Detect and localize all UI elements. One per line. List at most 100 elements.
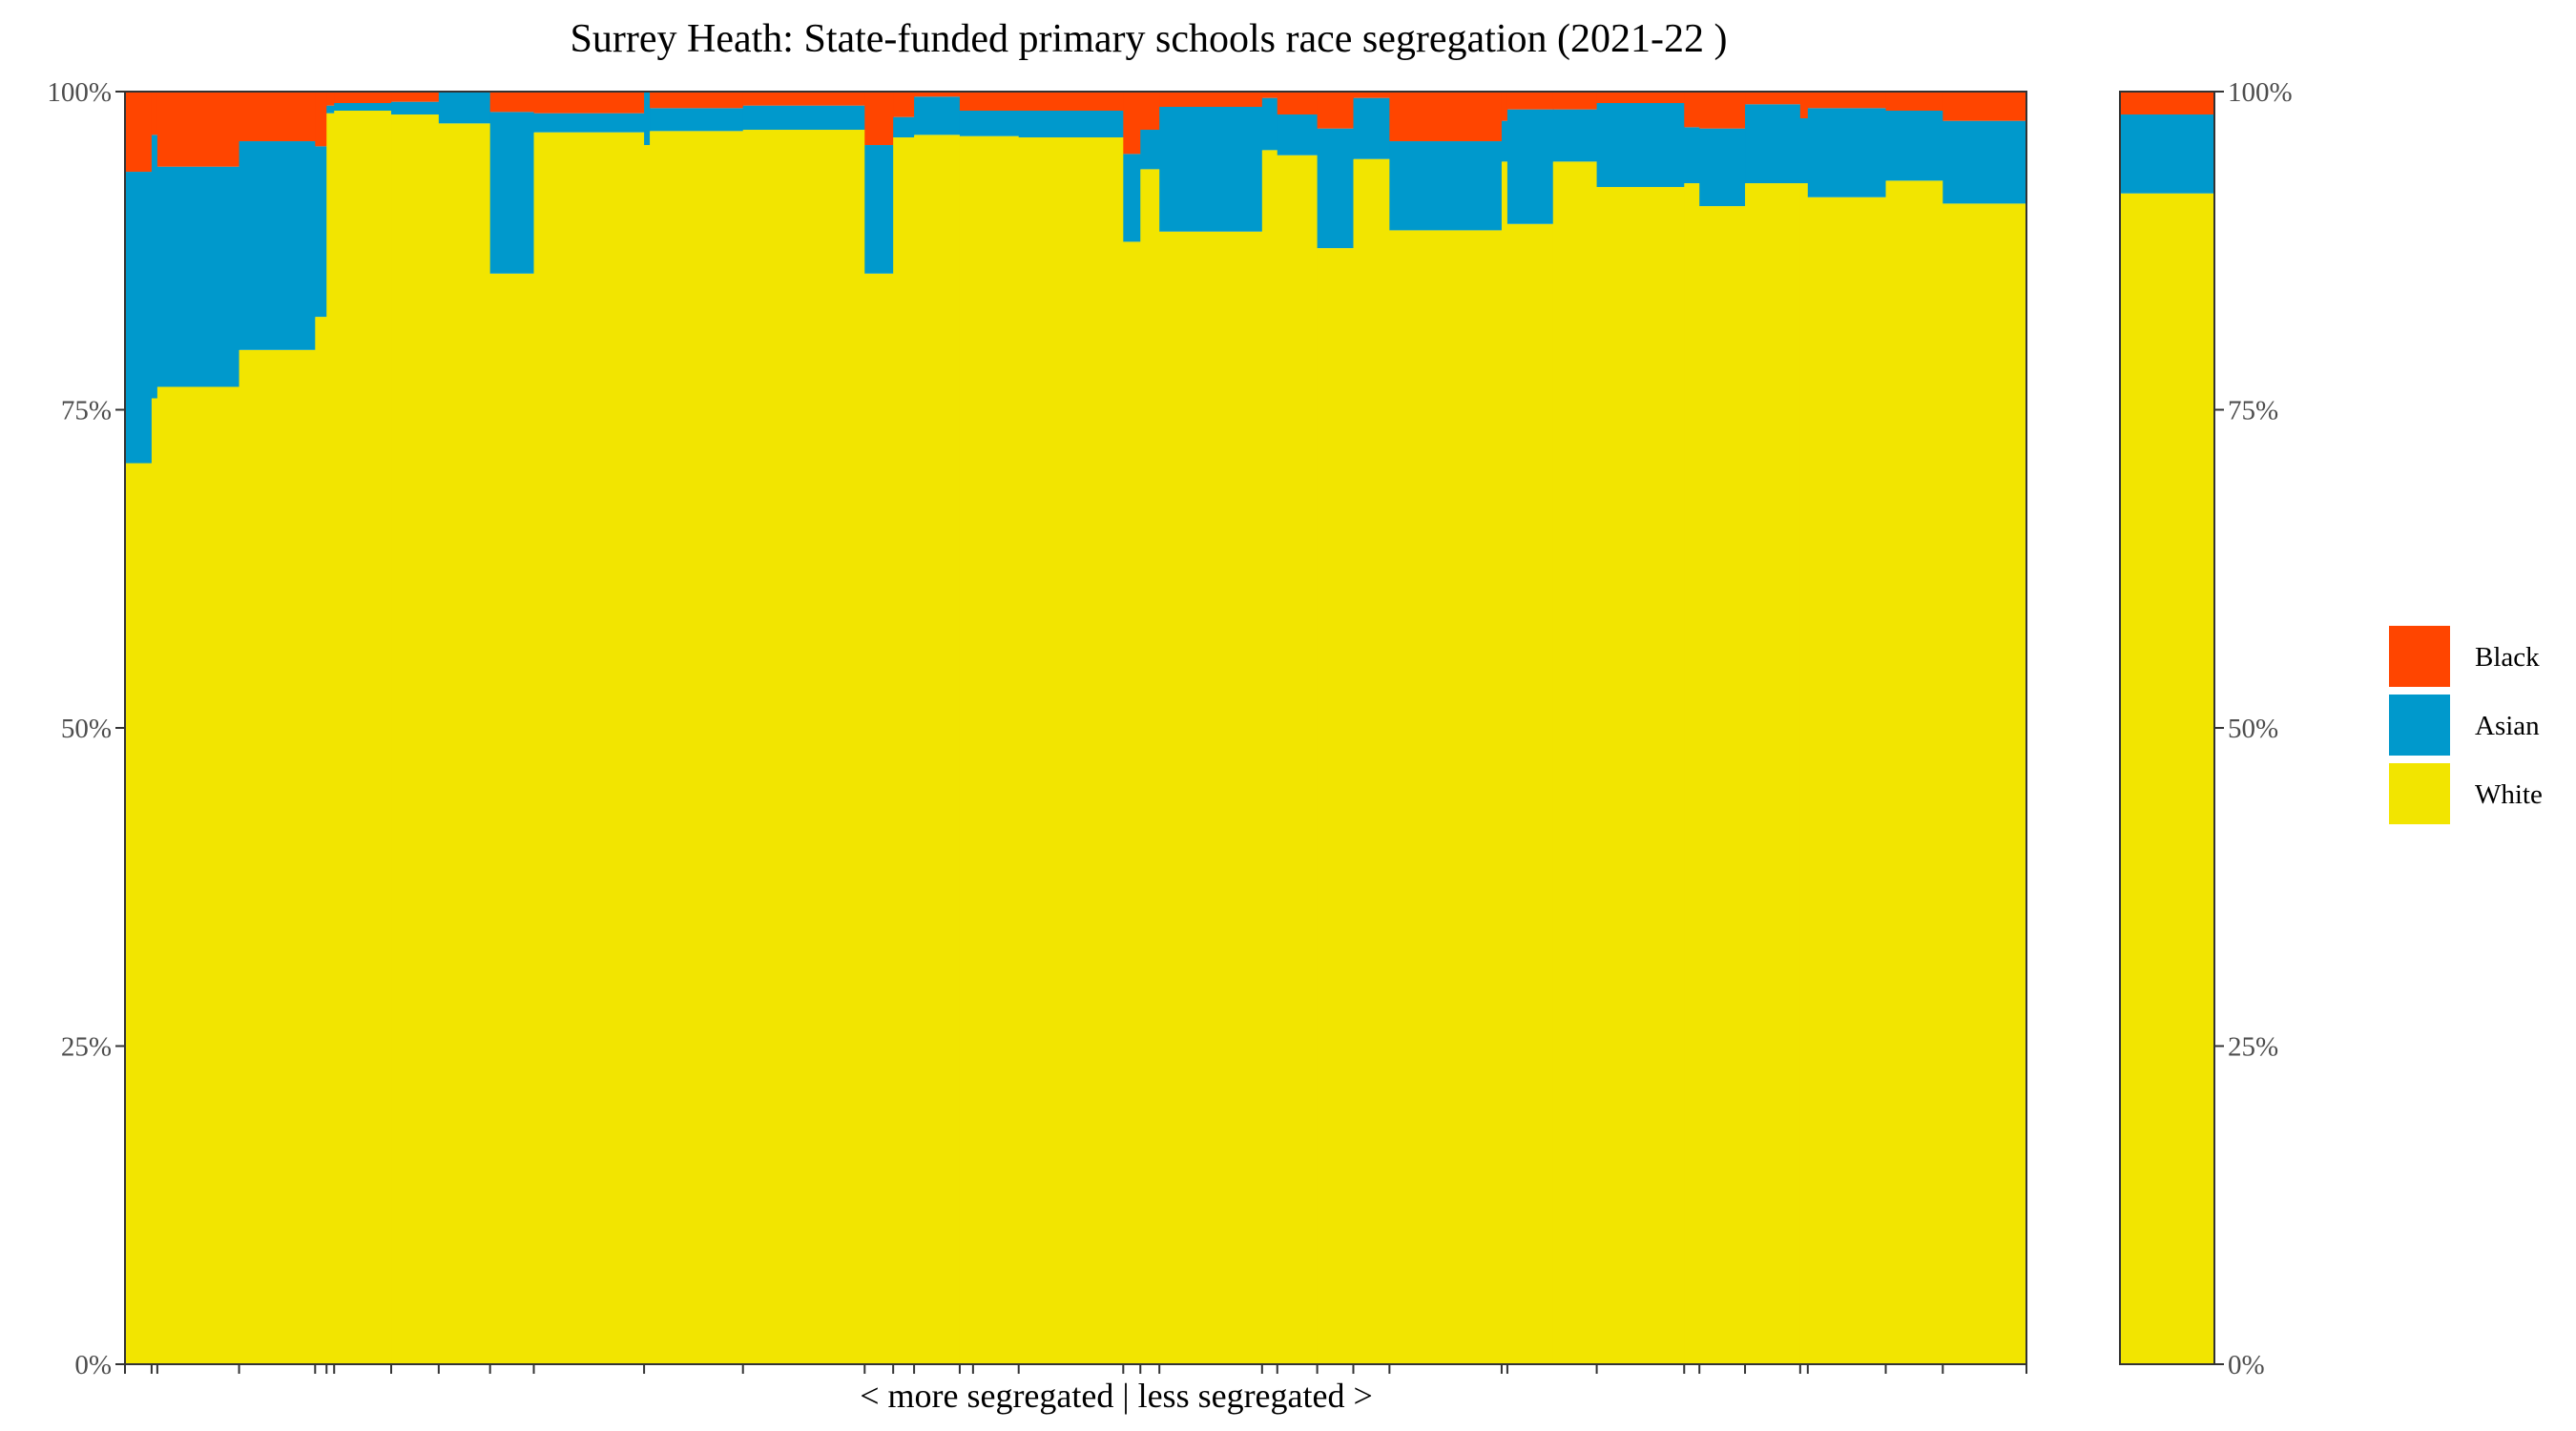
legend-label-white: White — [2475, 779, 2543, 810]
right-y-tick-label: 75% — [2228, 396, 2278, 426]
bar-segment-asian — [1807, 108, 1887, 197]
bar-segment-black — [1140, 92, 1160, 131]
bar-segment-black — [1261, 92, 1278, 98]
bar-segment-black — [1506, 92, 1554, 110]
bar-segment-white — [1552, 161, 1598, 1364]
bar-segment-white — [650, 131, 744, 1364]
bar-segment-asian — [1261, 97, 1278, 151]
bar-segment-white — [156, 386, 240, 1364]
bar-segment-white — [334, 111, 392, 1364]
bar-segment-black — [1799, 92, 1809, 119]
bar-segment-asian — [1501, 120, 1508, 162]
bar-segment-asian — [959, 111, 1020, 136]
bar-segment-black — [533, 92, 645, 114]
bar-segment-white — [959, 135, 1020, 1365]
bar-segment-black — [391, 92, 440, 102]
bar-segment-white — [1596, 187, 1685, 1364]
bar-segment-black — [1745, 92, 1801, 105]
bar-segment-black — [1596, 92, 1685, 104]
bar-segment-black — [1885, 92, 1943, 112]
bar-segment-white — [1159, 231, 1263, 1365]
bar-segment-asian — [391, 101, 440, 115]
left-y-tick-label: 50% — [61, 714, 112, 744]
legend-swatch-black — [2389, 626, 2450, 687]
bar-segment-white — [1745, 183, 1801, 1365]
bar-segment-asian — [1596, 103, 1685, 188]
right-y-tick-label: 50% — [2228, 714, 2278, 744]
legend-swatch-white — [2389, 763, 2450, 824]
bar-segment-white — [1506, 223, 1554, 1365]
bar-segment-white — [315, 317, 327, 1364]
bar-segment-white — [239, 349, 316, 1364]
bar-segment-white — [1140, 169, 1160, 1364]
bar-segment-black — [959, 92, 1020, 112]
bar-segment-white — [438, 123, 491, 1365]
legend-label-black: Black — [2475, 642, 2540, 673]
bar-segment-asian — [125, 172, 153, 464]
bar-segment-black — [893, 92, 915, 117]
bar-segment-black — [1389, 92, 1503, 142]
bar-segment-white — [914, 135, 961, 1365]
bar-segment-black — [1317, 92, 1355, 129]
bar-segment-asian — [334, 103, 392, 112]
bar-segment-asian — [1799, 118, 1809, 184]
bar-segment-white — [1353, 158, 1390, 1364]
left-y-tick-label: 100% — [47, 77, 112, 108]
bar-segment-black — [1123, 92, 1141, 155]
bar-segment-white — [1942, 203, 2027, 1365]
bar-segment-asian — [1942, 120, 2027, 204]
bar-segment-white — [125, 463, 153, 1364]
bar-segment-white — [1389, 230, 1503, 1364]
bar-segment-black — [1159, 92, 1263, 108]
bar-segment-white — [489, 273, 535, 1365]
bar-segment-black — [239, 92, 316, 142]
bar-segment-black — [151, 92, 158, 135]
bar-segment-black — [742, 92, 865, 106]
bar-segment-asian — [1277, 114, 1319, 156]
bar-segment-white — [1123, 241, 1141, 1365]
bar-segment-white — [1799, 183, 1809, 1365]
right-y-tick-label: 0% — [2228, 1350, 2265, 1380]
bar-segment-asian — [864, 145, 894, 274]
right-y-tick-label: 100% — [2228, 77, 2293, 108]
bar-segment-white — [742, 130, 865, 1364]
bar-segment-black — [914, 92, 961, 97]
legend-swatch-asian — [2389, 695, 2450, 756]
overall-plot-panel — [2119, 91, 2215, 1365]
bar-segment-black — [1353, 92, 1390, 98]
bar-segment-white — [644, 145, 651, 1365]
main-plot-panel — [124, 91, 2027, 1365]
left-y-tick-label: 75% — [61, 396, 112, 426]
bar-segment-asian — [644, 92, 651, 146]
bar-segment-white — [1699, 206, 1746, 1364]
bar-segment-black — [315, 92, 327, 147]
bar-segment-asian — [1389, 141, 1503, 231]
bar-segment-asian — [1745, 104, 1801, 184]
bar-segment-black — [1552, 92, 1598, 110]
bar-segment-asian — [1140, 130, 1160, 170]
bar-segment-asian — [1885, 111, 1943, 181]
left-y-axis: 0% 25% 50% 75% 100% — [47, 77, 125, 1380]
bar-segment-asian — [438, 92, 491, 124]
bar-segment-asian — [151, 135, 158, 399]
bar-segment-asian — [893, 116, 915, 138]
bar-segment-black — [1942, 92, 2027, 121]
bar-segment-asian — [914, 96, 961, 135]
right-y-tick-label: 25% — [2228, 1032, 2278, 1063]
bar-segment-asian — [1699, 128, 1746, 207]
bar-segment-asian — [742, 105, 865, 131]
legend-label-asian: Asian — [2475, 711, 2540, 741]
bar-segment-asian — [1317, 128, 1355, 249]
bar-segment-black — [125, 92, 153, 173]
overall-bar-segment-asian — [2120, 114, 2214, 194]
bar-segment-black — [1684, 92, 1700, 128]
bar-segment-asian — [489, 112, 535, 274]
bar-segment-black — [1501, 92, 1508, 121]
bar-segment-black — [326, 92, 335, 106]
right-y-axis: 0% 25% 50% 75% 100% — [2214, 77, 2293, 1380]
bar-segment-white — [1885, 180, 1943, 1364]
x-axis-label: < more segregated | less segregated > — [860, 1377, 1373, 1415]
bar-segment-asian — [1552, 109, 1598, 162]
bar-segment-black — [1699, 92, 1746, 129]
